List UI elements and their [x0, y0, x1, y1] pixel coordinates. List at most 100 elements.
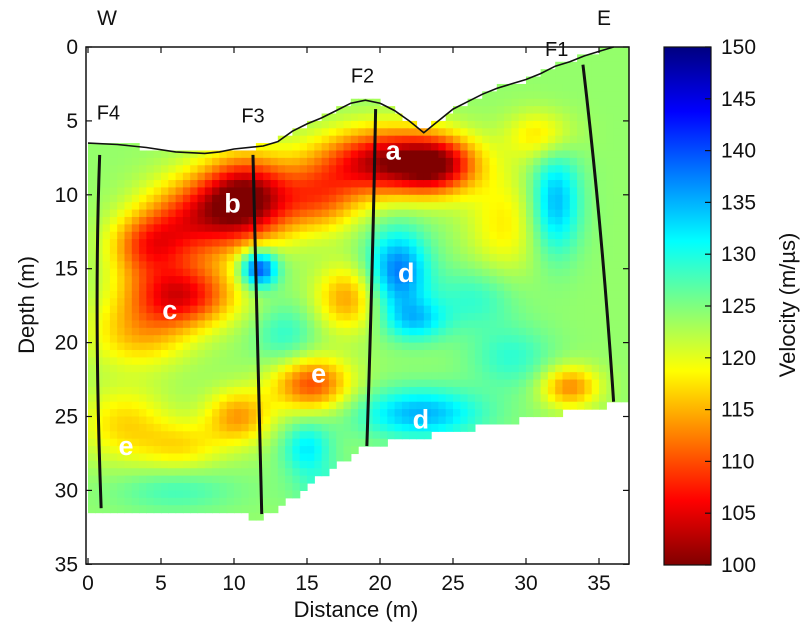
velocity-cell [153, 157, 162, 166]
velocity-cell [197, 224, 206, 233]
velocity-cell [263, 357, 272, 366]
velocity-cell [350, 106, 359, 115]
velocity-cell [212, 386, 220, 395]
velocity-cell [511, 364, 520, 373]
velocity-cell [547, 239, 556, 248]
velocity-cell [263, 327, 272, 336]
velocity-cell [153, 335, 162, 344]
velocity-cell [409, 216, 418, 225]
velocity-cell [423, 423, 432, 432]
velocity-cell [328, 423, 337, 432]
velocity-cell [153, 187, 162, 196]
velocity-cell [533, 349, 542, 358]
velocity-cell [117, 276, 126, 285]
velocity-cell [423, 202, 432, 211]
velocity-cell [95, 335, 104, 344]
velocity-cell [606, 386, 615, 395]
velocity-cell [599, 379, 607, 388]
velocity-cell [474, 98, 483, 107]
velocity-cell [555, 194, 564, 203]
velocity-cell [613, 91, 622, 100]
velocity-cell [453, 423, 461, 432]
velocity-cell [321, 401, 330, 410]
velocity-cell [460, 268, 469, 277]
velocity-cell [343, 438, 352, 447]
velocity-cell [226, 446, 235, 455]
velocity-cell [270, 202, 279, 211]
velocity-cell [511, 246, 520, 255]
velocity-cell [606, 379, 615, 388]
velocity-cell [299, 372, 308, 381]
velocity-cell [518, 98, 527, 107]
velocity-cell [292, 246, 301, 255]
velocity-cell [372, 438, 381, 447]
velocity-cell [584, 157, 593, 166]
velocity-cell [182, 409, 191, 418]
velocity-cell [496, 268, 505, 277]
velocity-cell [584, 239, 593, 248]
velocity-cell [387, 342, 396, 351]
velocity-cell [533, 128, 542, 137]
velocity-cell [423, 394, 432, 403]
velocity-cell [292, 128, 301, 137]
velocity-cell [547, 83, 556, 92]
velocity-cell [292, 268, 301, 277]
velocity-cell [467, 113, 476, 122]
velocity-cell [190, 305, 199, 314]
y-axis-label: Depth (m) [14, 256, 39, 354]
velocity-cell [540, 143, 549, 152]
velocity-cell [175, 401, 184, 410]
velocity-cell [577, 54, 585, 63]
velocity-cell [146, 490, 155, 499]
velocity-cell [431, 401, 439, 410]
velocity-cell [131, 357, 140, 366]
velocity-cell [204, 468, 213, 477]
velocity-cell [234, 194, 242, 203]
velocity-cell [153, 276, 162, 285]
velocity-cell [197, 401, 206, 410]
velocity-cell [285, 475, 293, 484]
velocity-cell [234, 431, 242, 440]
velocity-cell [423, 231, 432, 240]
velocity-cell [496, 216, 505, 225]
velocity-cell [423, 150, 432, 159]
velocity-cell [190, 349, 199, 358]
velocity-cell [95, 268, 104, 277]
velocity-cell [482, 305, 491, 314]
velocity-cell [285, 261, 293, 270]
velocity-cell [190, 475, 199, 484]
velocity-cell [409, 386, 418, 395]
velocity-cell [365, 276, 374, 285]
velocity-cell [438, 261, 447, 270]
velocity-cell [95, 497, 104, 506]
velocity-cell [467, 298, 476, 307]
velocity-cell [569, 150, 578, 159]
velocity-cell [314, 438, 323, 447]
velocity-cell [416, 194, 425, 203]
velocity-cell [445, 401, 454, 410]
velocity-cell [88, 379, 96, 388]
velocity-cell [401, 298, 410, 307]
velocity-cell [255, 505, 264, 514]
velocity-cell [511, 83, 520, 92]
velocity-cell [314, 157, 323, 166]
velocity-cell [489, 313, 498, 322]
velocity-cell [409, 172, 418, 181]
velocity-cell [350, 216, 359, 225]
velocity-cell [460, 349, 469, 358]
velocity-cell [387, 180, 396, 189]
velocity-cell [88, 239, 96, 248]
velocity-cell [292, 438, 301, 447]
velocity-cell [299, 298, 308, 307]
velocity-cell [613, 113, 622, 122]
velocity-cell [299, 246, 308, 255]
velocity-cell [255, 320, 264, 329]
velocity-cell [314, 320, 323, 329]
velocity-cell [511, 172, 520, 181]
velocity-cell [606, 47, 615, 55]
velocity-cell [161, 276, 169, 285]
velocity-cell [234, 460, 242, 469]
velocity-cell [117, 313, 126, 322]
velocity-cell [387, 394, 396, 403]
velocity-cell [190, 327, 199, 336]
